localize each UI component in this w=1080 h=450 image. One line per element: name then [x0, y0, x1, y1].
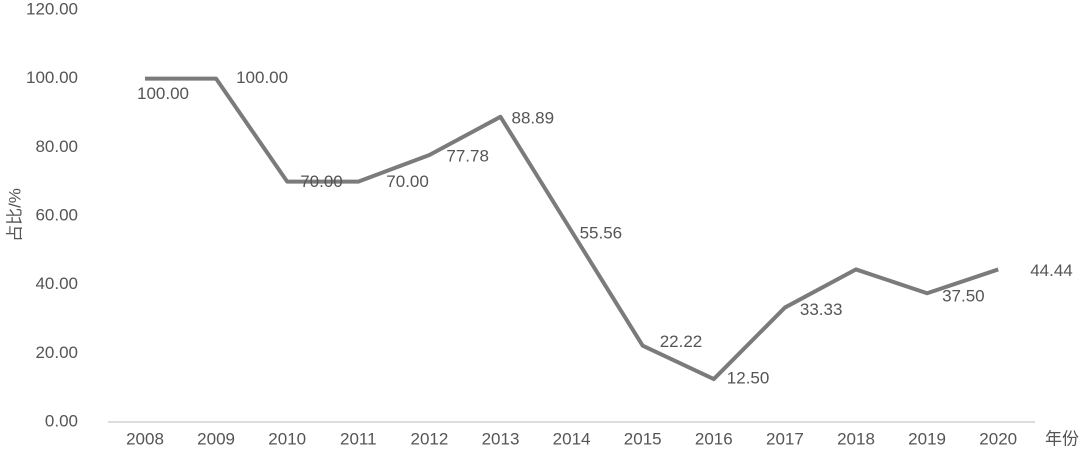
x-tick-label: 2009 — [197, 429, 235, 448]
x-tick-label: 2012 — [410, 429, 448, 448]
x-tick-label: 2019 — [908, 429, 946, 448]
data-label: 70.00 — [300, 172, 343, 191]
data-label: 44.44 — [1030, 261, 1073, 280]
data-label: 100.00 — [137, 84, 189, 103]
data-line — [145, 76, 999, 382]
x-tick-label: 2008 — [126, 429, 164, 448]
x-tick-label: 2017 — [766, 429, 804, 448]
data-label: 12.50 — [727, 369, 770, 388]
data-label: 33.33 — [800, 300, 843, 319]
data-label: 37.50 — [942, 287, 985, 306]
y-tick-label: 80.00 — [35, 137, 78, 156]
y-tick-label: 60.00 — [35, 205, 78, 224]
data-label: 70.00 — [386, 172, 429, 191]
x-tick-label: 2011 — [340, 429, 377, 448]
y-tick-label: 20.00 — [35, 343, 78, 362]
y-axis-label: 占比/% — [5, 188, 24, 242]
x-tick-label: 2013 — [482, 429, 520, 448]
x-tick-label: 2015 — [624, 429, 662, 448]
data-label: 22.22 — [660, 332, 703, 351]
x-axis-label: 年份 — [1045, 429, 1079, 448]
y-tick-label: 120.00 — [26, 0, 78, 18]
y-tick-label: 40.00 — [35, 274, 78, 293]
data-label: 55.56 — [580, 224, 623, 243]
data-label: 88.89 — [512, 108, 555, 127]
y-tick-label: 0.00 — [45, 411, 78, 430]
x-tick-label: 2020 — [979, 429, 1017, 448]
x-tick-label: 2016 — [695, 429, 733, 448]
y-tick-label: 100.00 — [26, 68, 78, 87]
x-tick-label: 2010 — [268, 429, 306, 448]
data-label: 100.00 — [236, 68, 288, 87]
data-label: 77.78 — [446, 146, 489, 165]
x-tick-label: 2014 — [553, 429, 591, 448]
x-tick-label: 2018 — [837, 429, 875, 448]
